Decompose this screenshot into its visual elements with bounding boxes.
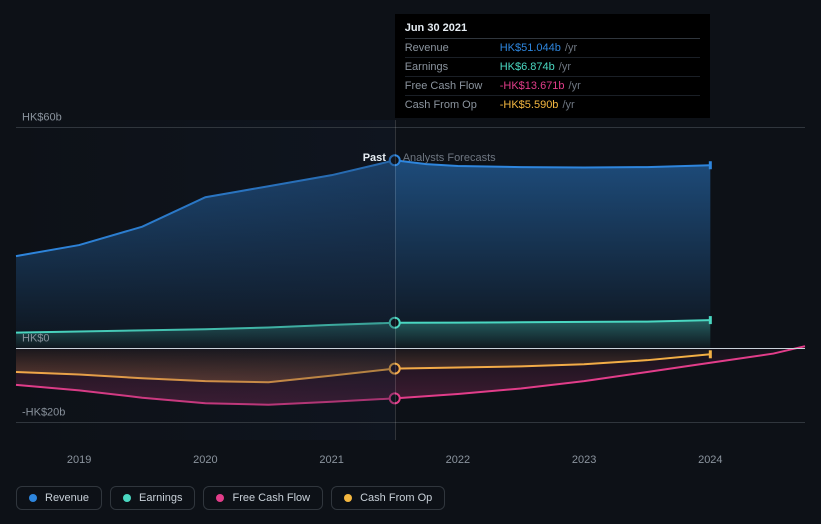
tooltip-row-value: HK$6.874b <box>500 61 555 73</box>
x-axis-tick: 2019 <box>67 454 91 466</box>
tooltip-row: Free Cash Flow-HK$13.671b/yr <box>405 77 700 96</box>
tooltip-row: RevenueHK$51.044b/yr <box>405 39 700 58</box>
financials-chart[interactable]: HK$60bHK$0-HK$20bPastAnalysts Forecasts <box>16 120 805 440</box>
tooltip-row-value: -HK$13.671b <box>500 80 565 92</box>
chart-legend: Revenue Earnings Free Cash Flow Cash From O… <box>16 486 445 510</box>
tooltip-row-suffix: /yr <box>569 80 581 92</box>
tooltip-row-value: HK$51.044b <box>500 42 561 54</box>
tooltip-row-label: Cash From Op <box>405 99 500 111</box>
tooltip-row-label: Free Cash Flow <box>405 80 500 92</box>
legend-item-label: Revenue <box>45 492 89 504</box>
y-gridline <box>16 127 805 128</box>
legend-item-label: Free Cash Flow <box>232 492 310 504</box>
legend-item-label: Earnings <box>139 492 182 504</box>
y-gridline <box>16 422 805 423</box>
tooltip-row-suffix: /yr <box>565 42 577 54</box>
past-label: Past <box>363 152 386 164</box>
tooltip-row-suffix: /yr <box>559 61 571 73</box>
tooltip-date: Jun 30 2021 <box>405 18 700 39</box>
legend-item-cash_op[interactable]: Cash From Op <box>331 486 445 510</box>
legend-dot-icon <box>216 494 224 502</box>
legend-item-earnings[interactable]: Earnings <box>110 486 195 510</box>
y-gridline <box>16 348 805 349</box>
legend-dot-icon <box>344 494 352 502</box>
tooltip-row: EarningsHK$6.874b/yr <box>405 58 700 77</box>
tooltip-row-suffix: /yr <box>562 99 574 111</box>
x-axis-tick: 2022 <box>446 454 470 466</box>
legend-dot-icon <box>29 494 37 502</box>
past-forecast-divider <box>395 120 396 440</box>
legend-item-label: Cash From Op <box>360 492 432 504</box>
legend-item-revenue[interactable]: Revenue <box>16 486 102 510</box>
tooltip-row-value: -HK$5.590b <box>500 99 559 111</box>
past-region-highlight <box>16 120 395 440</box>
legend-dot-icon <box>123 494 131 502</box>
x-axis-tick: 2021 <box>319 454 343 466</box>
x-axis-tick: 2020 <box>193 454 217 466</box>
tooltip-row-label: Earnings <box>405 61 500 73</box>
legend-item-fcf[interactable]: Free Cash Flow <box>203 486 323 510</box>
x-axis-tick: 2024 <box>698 454 722 466</box>
tooltip-row-label: Revenue <box>405 42 500 54</box>
chart-tooltip: Jun 30 2021 RevenueHK$51.044b/yrEarnings… <box>395 14 710 118</box>
x-axis: 2019 2020 2021 2022 2023 2024 <box>16 454 805 474</box>
tooltip-row: Cash From Op-HK$5.590b/yr <box>405 96 700 114</box>
forecast-label: Analysts Forecasts <box>403 152 496 164</box>
x-axis-tick: 2023 <box>572 454 596 466</box>
